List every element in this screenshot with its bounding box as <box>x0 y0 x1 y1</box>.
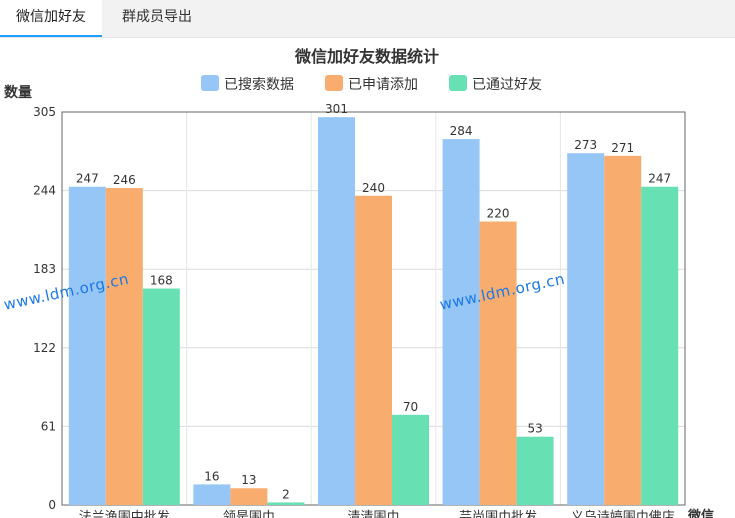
legend-swatch <box>325 75 343 91</box>
chart-title: 微信加好友数据统计 <box>294 47 439 66</box>
x-tick-label: 芸尚围巾批发 <box>459 509 537 518</box>
bar <box>68 186 106 505</box>
bar <box>193 484 231 505</box>
legend-label: 已申请添加 <box>348 77 418 93</box>
data-label: 271 <box>611 141 634 155</box>
data-label: 301 <box>325 102 348 116</box>
legend-swatch <box>449 75 467 91</box>
bar <box>105 188 143 505</box>
data-label: 246 <box>113 173 136 187</box>
bar <box>567 153 605 505</box>
data-label: 13 <box>241 473 256 487</box>
y-tick-label: 305 <box>33 105 56 119</box>
bar <box>392 414 429 505</box>
data-label: 247 <box>648 172 671 186</box>
bar <box>318 117 355 505</box>
y-tick-label: 0 <box>48 498 56 512</box>
legend-swatch <box>201 75 219 91</box>
legend-label: 已搜索数据 <box>224 76 294 93</box>
data-label: 240 <box>362 181 385 195</box>
data-label: 247 <box>76 172 99 186</box>
tab-wechat-add-friends[interactable]: 微信加好友 <box>0 0 102 37</box>
y-tick-label: 244 <box>33 184 56 198</box>
y-tick-label: 122 <box>33 341 56 355</box>
y-axis-label: 数量 <box>4 84 32 101</box>
bar <box>230 488 268 505</box>
tab-bar: 微信加好友 群成员导出 <box>0 0 735 38</box>
x-tick-label: 清清围巾 <box>347 510 399 518</box>
bar <box>516 436 554 505</box>
bar <box>355 195 392 506</box>
bar <box>479 221 517 505</box>
data-label: 53 <box>527 422 542 436</box>
x-tick-label: 义乌诗婷围巾佛店 <box>571 509 675 518</box>
data-label: 70 <box>403 400 418 414</box>
x-tick-label: 领是围巾 <box>223 510 275 518</box>
y-tick-label: 61 <box>41 419 56 433</box>
legend-label: 已通过好友 <box>472 77 542 93</box>
bar <box>641 186 679 505</box>
data-label: 168 <box>150 274 173 288</box>
data-label: 220 <box>487 207 510 221</box>
data-label: 284 <box>450 124 473 138</box>
x-tick-label: 法兰渔围中批发 <box>79 509 170 518</box>
data-label: 2 <box>282 487 290 501</box>
bar <box>442 139 480 505</box>
bar <box>142 288 180 505</box>
data-label: 273 <box>574 138 597 152</box>
data-label: 16 <box>204 469 219 483</box>
tab-group-member-export[interactable]: 群成员导出 <box>122 9 192 25</box>
bar <box>604 155 642 505</box>
bar <box>267 502 305 505</box>
x-axis-label: 微信 <box>687 508 714 518</box>
y-tick-label: 183 <box>33 262 56 276</box>
